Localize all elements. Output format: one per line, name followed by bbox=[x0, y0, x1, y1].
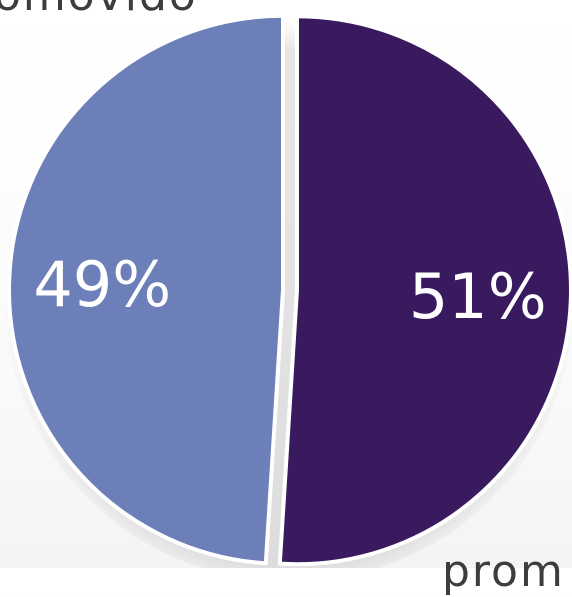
pie-data-label-2: 51% bbox=[409, 260, 547, 333]
top-partial-label: omovido bbox=[0, 0, 198, 21]
pie-slice-2 bbox=[277, 14, 572, 567]
pie-data-labels: 49% 51% bbox=[33, 248, 546, 333]
pie-data-label-1: 49% bbox=[33, 248, 171, 321]
pie-slice-1 bbox=[7, 13, 286, 566]
pie-chart: 49% 51% bbox=[4, 10, 572, 568]
pie-chart-svg: 49% 51% bbox=[4, 10, 572, 568]
bottom-partial-label: prom bbox=[442, 546, 565, 597]
pie-slices bbox=[7, 13, 572, 567]
